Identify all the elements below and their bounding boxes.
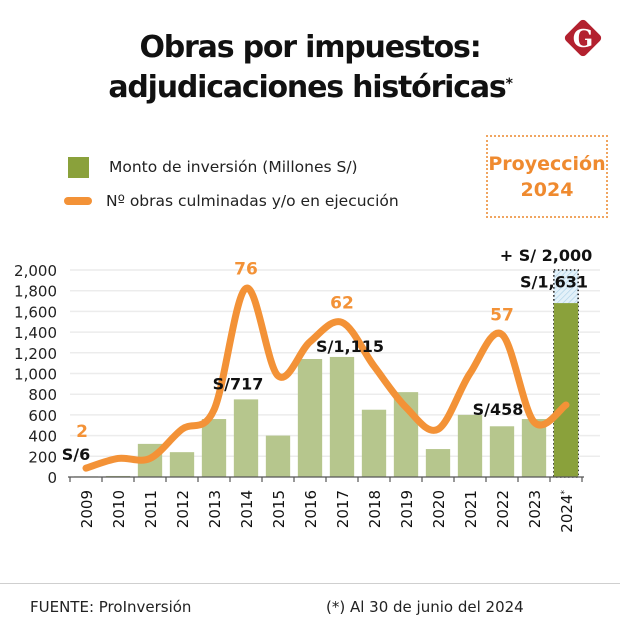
projection-year: 2024 [520,179,574,201]
y-tick-label: 800 [28,386,57,404]
line-data-label: 2 [76,422,88,442]
legend-bar-label: Monto de inversión (Millones S/) [109,158,358,176]
bar-2017 [329,356,355,477]
x-tick-label: 2016 [302,490,320,528]
y-tick-label: 0 [47,469,57,487]
title-line-1: Obras por impuestos: [139,30,481,65]
y-tick-label: 1,200 [14,345,57,363]
y-tick-label: 400 [28,428,57,446]
bar-2015 [265,435,291,477]
legend: Monto de inversión (Millones S/) Nº obra… [64,150,399,218]
x-tick-label: 2013 [206,490,224,528]
x-tick-label: 2015 [270,490,288,528]
projection-title: Proyección [488,153,606,175]
line-swatch-icon [64,197,92,205]
combo-chart: 0 200 400 600 800 1,000 1,200 1,400 1,600 1,800 2,… [14,246,600,533]
line-data-label: 57 [490,305,514,325]
title-line-2: adjudicaciones históricas* [0,68,620,108]
legend-line-label: Nº obras culminadas y/o en ejecución [106,192,399,210]
bar-2012 [169,452,195,477]
y-tick-label: 1,600 [14,303,57,321]
bar-data-label: S/1,631 [520,273,588,292]
x-tick-label: 2018 [366,490,384,528]
projection-value-label: + S/ 2,000 [500,246,593,265]
bar-2023 [521,419,547,477]
x-tick-label: 2021 [462,490,480,528]
gestion-logo-icon: G [564,19,602,57]
y-tick-label: 2,000 [14,262,57,280]
x-tick-label: 2010 [110,490,128,528]
x-tick-label: 2019 [398,490,416,528]
footnote: (*) Al 30 de junio del 2024 [326,598,524,616]
legend-item-bar: Monto de inversión (Millones S/) [68,150,399,184]
y-tick-label: 1,800 [14,283,57,301]
bar-2016 [297,359,323,477]
chart-title: Obras por impuestos: adjudicaciones hist… [0,28,620,108]
y-tick-label: 1,400 [14,324,57,342]
bar-data-label: S/717 [213,374,264,393]
x-tick-label: 2020 [430,490,448,528]
bar-2022 [489,426,515,477]
x-tick-label: 2009 [78,490,96,528]
y-tick-label: 200 [28,448,57,466]
obras-line [82,284,570,472]
bar-2024 [553,303,579,477]
bar-data-label: S/6 [62,445,91,464]
bar-2021 [457,414,483,477]
source-note: FUENTE: ProInversión [30,598,192,616]
projection-box: Proyección 2024 [486,135,608,218]
bar-data-label: S/1,115 [316,337,384,356]
line-data-label: 62 [330,293,354,313]
x-tick-label: 2014 [238,490,256,528]
x-tick-label: 2023 [526,490,544,528]
x-tick-label: 2011 [142,490,160,528]
x-tick-label: 2022 [494,490,512,528]
bar-2018 [361,409,387,477]
title-line-2-text: adjudicaciones históricas [108,70,506,105]
bar-2020 [425,449,451,477]
bar-2014 [233,399,259,477]
bar-data-label: S/458 [473,400,524,419]
legend-item-line: Nº obras culminadas y/o en ejecución [64,184,399,218]
y-tick-label: 600 [28,407,57,425]
bar-2013 [201,419,227,477]
line-data-label: 76 [234,259,258,279]
x-tick-label: 2024* [558,490,576,533]
x-tick-label: 2012 [174,490,192,528]
title-asterisk: * [505,76,513,92]
y-tick-label: 1,000 [14,366,57,384]
bar-swatch-icon [68,156,89,178]
x-tick-label: 2017 [334,490,352,528]
footer-divider [0,583,620,584]
logo-letter: G [573,24,594,53]
